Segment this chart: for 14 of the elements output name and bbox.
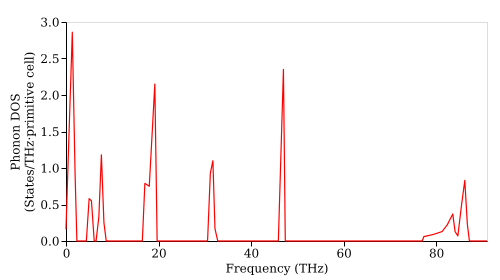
y-tick-label: 1.0: [40, 162, 60, 176]
y-tick-label: 2.5: [40, 52, 60, 66]
y-tick-label: 0.0: [40, 234, 60, 248]
y-axis-title: Phonon DOS (States/THz·primitive cell): [8, 52, 36, 212]
y-tick-label: 1.5: [40, 125, 60, 139]
y-tick-label: 3.0: [40, 16, 60, 30]
x-tick-label: 40: [244, 246, 260, 260]
x-axis-title: Frequency (THz): [226, 262, 328, 276]
x-tick-label: 60: [336, 246, 352, 260]
y-tick-label: 2.0: [40, 88, 60, 102]
x-tick-label: 20: [151, 246, 167, 260]
y-tick-label: 0.5: [40, 198, 60, 212]
x-tick-label: 80: [428, 246, 444, 260]
x-tick-label: 0: [62, 246, 70, 260]
